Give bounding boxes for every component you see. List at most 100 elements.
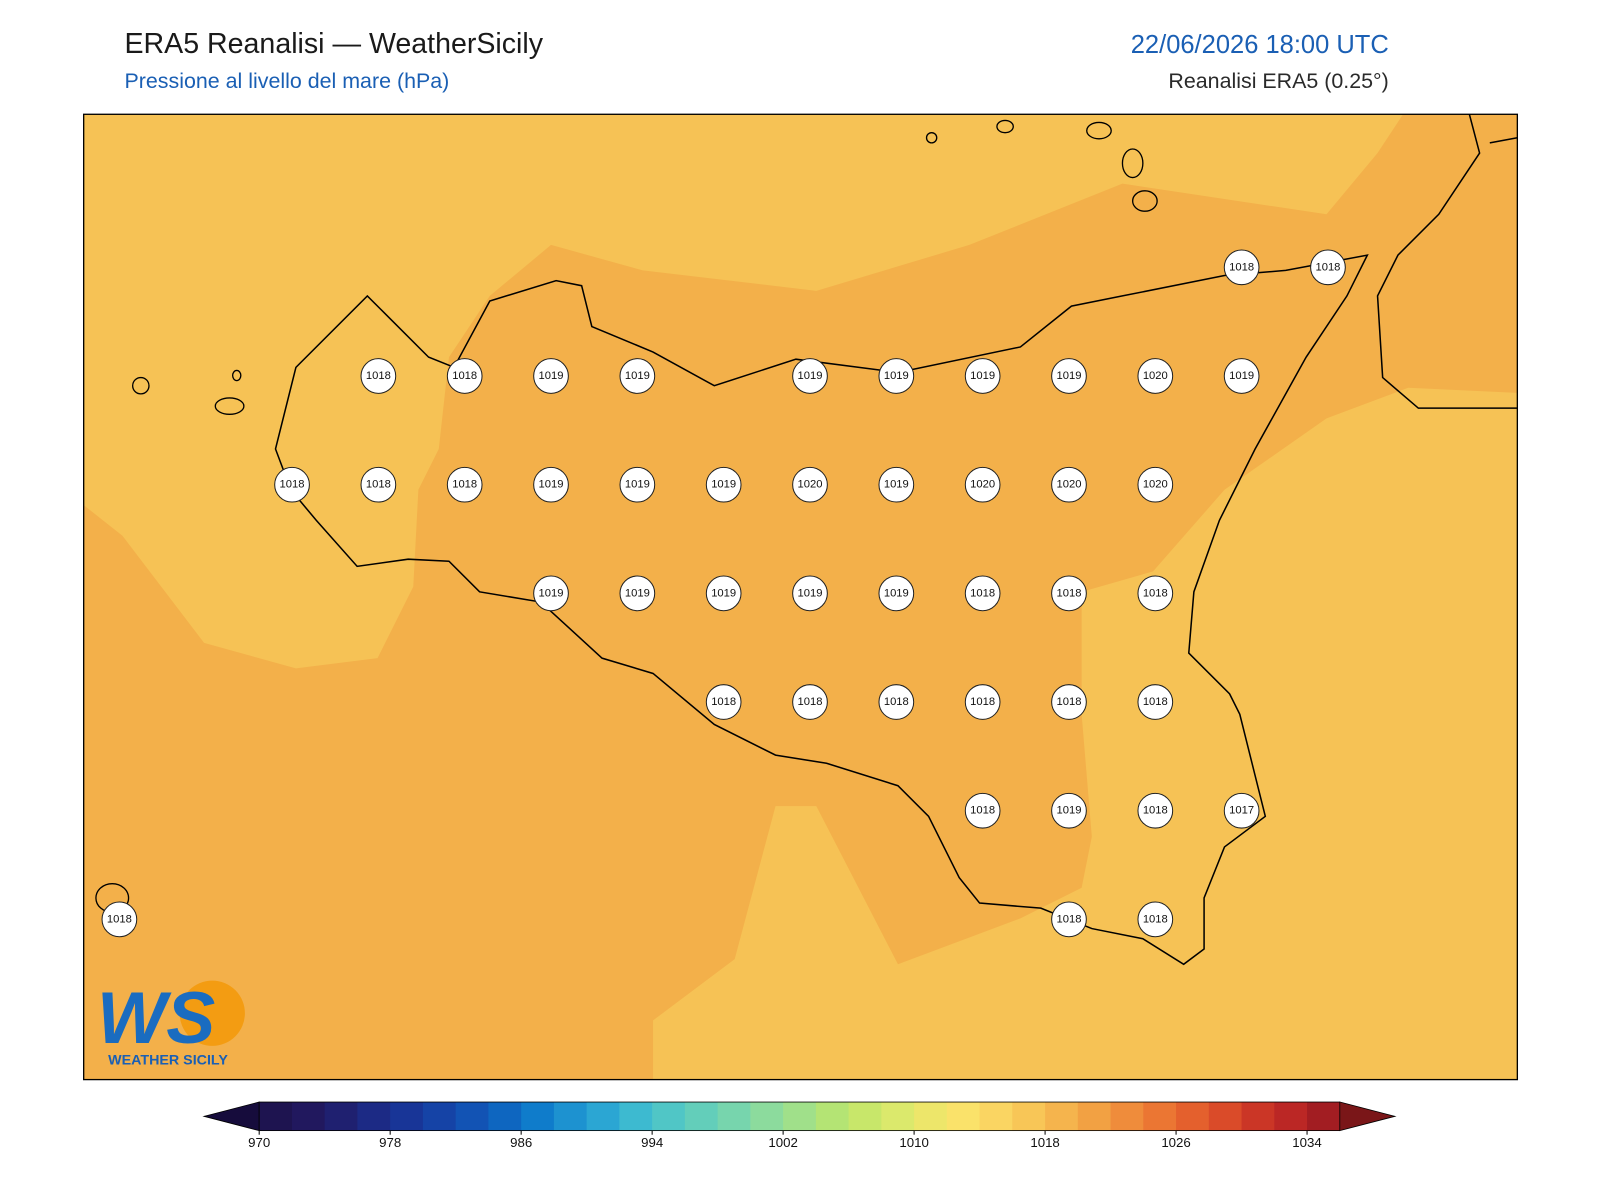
station-value: 1018 xyxy=(711,696,736,708)
station-value: 1018 xyxy=(970,696,995,708)
station: 1018 xyxy=(101,901,138,938)
station: 1018 xyxy=(1223,249,1260,286)
station-marker xyxy=(1223,358,1260,394)
colorbar-segment xyxy=(1077,1102,1112,1131)
colorbar-segment xyxy=(521,1102,555,1131)
station-marker xyxy=(1223,249,1260,286)
station-value: 1018 xyxy=(798,696,823,708)
station-marker xyxy=(101,901,138,938)
station-value: 1020 xyxy=(1143,479,1168,491)
colorbar-segment xyxy=(1012,1102,1046,1131)
station-marker xyxy=(792,684,828,720)
colorbar-segment xyxy=(1307,1102,1341,1131)
station-marker xyxy=(964,575,1001,612)
station: 1020 xyxy=(1051,466,1087,503)
station: 1020 xyxy=(964,466,1001,503)
station-marker xyxy=(274,466,310,503)
station: 1018 xyxy=(360,466,397,503)
station-marker xyxy=(1051,684,1087,720)
colorbar-tick-label: 978 xyxy=(379,1135,401,1150)
station-marker xyxy=(705,684,742,720)
colorbar-segment xyxy=(488,1102,522,1131)
station-value: 1018 xyxy=(1143,913,1168,925)
station: 1019 xyxy=(878,466,915,503)
colorbar-segment xyxy=(750,1102,784,1131)
station-value: 1019 xyxy=(884,370,909,382)
station-marker xyxy=(878,684,915,720)
station: 1020 xyxy=(1137,466,1174,503)
station: 1018 xyxy=(446,358,483,394)
station: 1019 xyxy=(964,358,1001,394)
station-value: 1018 xyxy=(970,587,995,599)
station-marker xyxy=(619,466,656,503)
station: 1018 xyxy=(1051,684,1087,720)
colorbar-segment xyxy=(357,1102,391,1131)
station-marker xyxy=(1137,901,1174,938)
station-marker xyxy=(360,358,397,394)
colorbar-segment xyxy=(455,1102,489,1131)
station-marker xyxy=(619,358,656,394)
colorbar-tick-label: 1034 xyxy=(1292,1135,1321,1150)
station-marker xyxy=(878,575,915,612)
logo: WS WEATHER SICILY xyxy=(97,976,245,1068)
station-marker xyxy=(792,358,828,394)
station-marker xyxy=(533,575,569,612)
station-value: 1019 xyxy=(539,370,564,382)
colorbar-segment xyxy=(1208,1102,1243,1131)
colorbar-segment xyxy=(783,1102,817,1131)
calabria-coast xyxy=(1376,114,1518,409)
logo-name: WEATHER SICILY xyxy=(108,1052,228,1068)
station: 1018 xyxy=(878,684,915,720)
station: 1018 xyxy=(274,466,310,503)
logo-sun xyxy=(179,980,245,1046)
colorbar-segment xyxy=(848,1102,882,1131)
field-light xyxy=(653,387,1518,1080)
station-marker xyxy=(964,684,1001,720)
colorbar-under xyxy=(202,1101,260,1132)
station: 1018 xyxy=(446,466,483,503)
station: 1018 xyxy=(705,684,742,720)
station: 1018 xyxy=(1051,575,1087,612)
station: 1019 xyxy=(792,358,828,394)
station-value: 1019 xyxy=(625,370,650,382)
station-marker xyxy=(619,575,656,612)
station: 1019 xyxy=(792,575,828,612)
station-marker xyxy=(878,466,915,503)
station-marker xyxy=(964,466,1001,503)
station: 1019 xyxy=(533,358,569,394)
colorbar-segment xyxy=(881,1102,915,1131)
colorbar-segment xyxy=(684,1102,719,1131)
islands xyxy=(95,119,1158,913)
station-value: 1018 xyxy=(1056,913,1081,925)
colorbar-segment xyxy=(717,1102,751,1131)
station-marker xyxy=(964,358,1001,394)
station-value: 1018 xyxy=(1143,696,1168,708)
station-marker xyxy=(1051,358,1087,394)
colorbar: 970 978 986 994 1002 1010 1018 1026 1034 xyxy=(202,1101,1397,1150)
colorbar-segment xyxy=(619,1102,653,1131)
colorbar-tick-label: 1026 xyxy=(1161,1135,1190,1150)
station-value: 1018 xyxy=(1056,696,1081,708)
colorbar-frame xyxy=(258,1101,1341,1132)
stations: 1018 1018 1018 1018 1019 1019 1019 1019 1019 1019… xyxy=(101,249,1346,938)
station-marker xyxy=(964,792,1001,829)
station-value: 1019 xyxy=(798,370,823,382)
station-value: 1017 xyxy=(1229,805,1254,817)
station-value: 1018 xyxy=(366,479,391,491)
station-value: 1019 xyxy=(625,479,650,491)
station-value: 1019 xyxy=(970,370,995,382)
station-value: 1019 xyxy=(884,587,909,599)
station: 1019 xyxy=(619,466,656,503)
station-marker xyxy=(705,466,742,503)
station: 1019 xyxy=(533,466,569,503)
colorbar-segment xyxy=(553,1102,588,1131)
colorbar-segment xyxy=(946,1102,981,1131)
station: 1019 xyxy=(878,575,915,612)
colorbar-segment xyxy=(1241,1102,1275,1131)
colorbar-segment xyxy=(586,1102,620,1131)
station-marker xyxy=(1137,358,1174,394)
station: 1018 xyxy=(360,358,397,394)
colorbar-segment xyxy=(1143,1102,1177,1131)
station-marker xyxy=(1223,792,1260,829)
